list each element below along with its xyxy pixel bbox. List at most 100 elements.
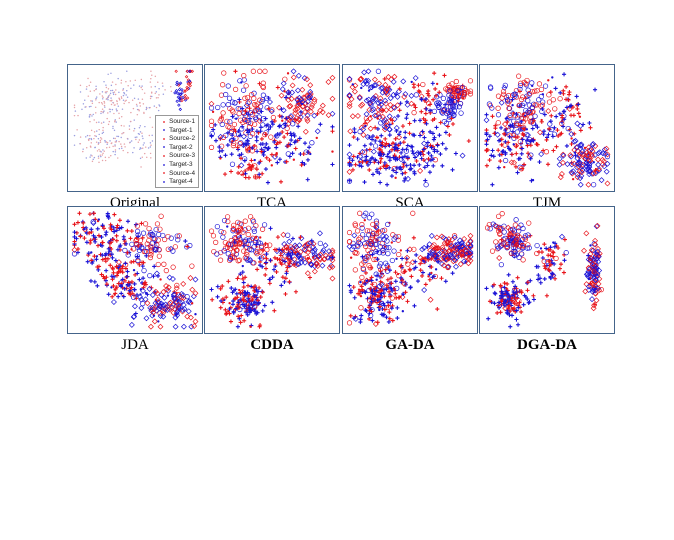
scatter-point: [208, 122, 215, 129]
scatter-point: [235, 145, 240, 150]
scatter-point: [318, 122, 323, 127]
scatter-point: [285, 143, 291, 149]
scatter-point: [103, 232, 108, 237]
scatter-point: [311, 268, 318, 275]
scatter-point: [272, 118, 277, 124]
scatter-point: [408, 100, 415, 107]
scatter-point: [498, 125, 504, 130]
scatter-point: [362, 78, 369, 85]
scatter-point: [110, 286, 113, 289]
scatter-point: [518, 251, 525, 257]
scatter-point: [89, 145, 92, 147]
scatter-point: [237, 316, 242, 321]
scatter-point: [286, 251, 291, 256]
scatter-point: [161, 261, 167, 267]
scatter-point: [260, 264, 265, 269]
scatter-point: [91, 102, 94, 105]
scatter-point: [508, 324, 513, 329]
scatter-point: [118, 112, 120, 115]
scatter-point: [525, 109, 531, 115]
scatter-point: [225, 130, 231, 135]
scatter-point: [302, 141, 308, 146]
scatter-point: [550, 254, 556, 259]
scatter-point: [553, 86, 558, 91]
scatter-point: [373, 112, 380, 119]
scatter-point: [125, 283, 130, 288]
scatter-point: [143, 282, 149, 287]
scatter-point: [519, 151, 524, 156]
scatter-point: [228, 319, 234, 324]
scatter-point: [428, 129, 433, 134]
scatter-point: [417, 254, 424, 261]
scatter-point: [397, 108, 402, 113]
scatter-point: [390, 288, 395, 293]
scatter-point: [358, 160, 361, 164]
scatter-point: [346, 77, 353, 83]
scatter-point: [399, 280, 404, 285]
scatter-point: [90, 154, 92, 156]
scatter-point: [257, 172, 262, 177]
scatter-point: [515, 275, 520, 280]
scatter-point: [95, 121, 98, 124]
scatter-point: [382, 227, 388, 233]
scatter-point: [426, 254, 433, 261]
scatter-point: [399, 130, 402, 133]
scatter-point: [441, 262, 448, 269]
scatter-point: [114, 145, 116, 147]
scatter-point: [131, 259, 136, 264]
scatter-point: [148, 245, 154, 251]
scatter-point: [387, 158, 392, 163]
scatter-point: [325, 79, 332, 85]
scatter-point: [595, 245, 601, 252]
scatter-point: [507, 134, 512, 139]
scatter-point: [317, 251, 324, 258]
scatter-point: [377, 147, 382, 152]
scatter-point: [583, 146, 587, 150]
scatter-point: [174, 88, 179, 93]
scatter-point: [356, 94, 363, 101]
scatter-point: [490, 148, 495, 153]
scatter-point: [511, 103, 514, 107]
scatter-point: [451, 233, 458, 239]
scatter-point: [459, 152, 466, 159]
scatter-point: [148, 107, 151, 109]
scatter-point: [387, 95, 394, 102]
scatter-point: [373, 138, 378, 143]
scatter-point: [542, 112, 547, 117]
scatter-point: [220, 110, 226, 116]
scatter-point: [109, 252, 114, 257]
scatter-point: [326, 264, 333, 271]
scatter-point: [505, 237, 511, 243]
scatter-point: [150, 309, 157, 316]
scatter-point: [282, 259, 287, 264]
scatter-point: [125, 250, 130, 255]
scatter-point: [136, 105, 138, 107]
scatter-point: [268, 258, 273, 263]
scatter-point: [122, 149, 124, 152]
scatter-point: [384, 238, 390, 244]
scatter-point: [408, 285, 413, 290]
scatter-point: [573, 151, 577, 154]
scatter-point: [254, 235, 258, 239]
scatter-point: [243, 83, 249, 89]
scatter-point: [346, 239, 353, 245]
scatter-point: [428, 232, 435, 239]
scatter-point: [141, 248, 147, 255]
scatter-point: [241, 264, 244, 268]
scatter-point: [412, 118, 417, 123]
scatter-point: [484, 286, 489, 291]
scatter-point: [166, 300, 173, 307]
scatter-point: [467, 91, 474, 97]
scatter-point: [381, 123, 388, 130]
scatter-point: [252, 293, 257, 298]
scatter-plot-tjm: [483, 72, 611, 188]
scatter-point: [456, 237, 463, 244]
scatter-point: [241, 285, 246, 290]
scatter-point: [595, 161, 602, 168]
scatter-point: [148, 249, 155, 255]
scatter-point: [360, 232, 366, 238]
scatter-point: [557, 111, 562, 116]
scatter-point: [550, 97, 556, 103]
scatter-point: [245, 225, 252, 231]
scatter-point: [439, 110, 446, 116]
